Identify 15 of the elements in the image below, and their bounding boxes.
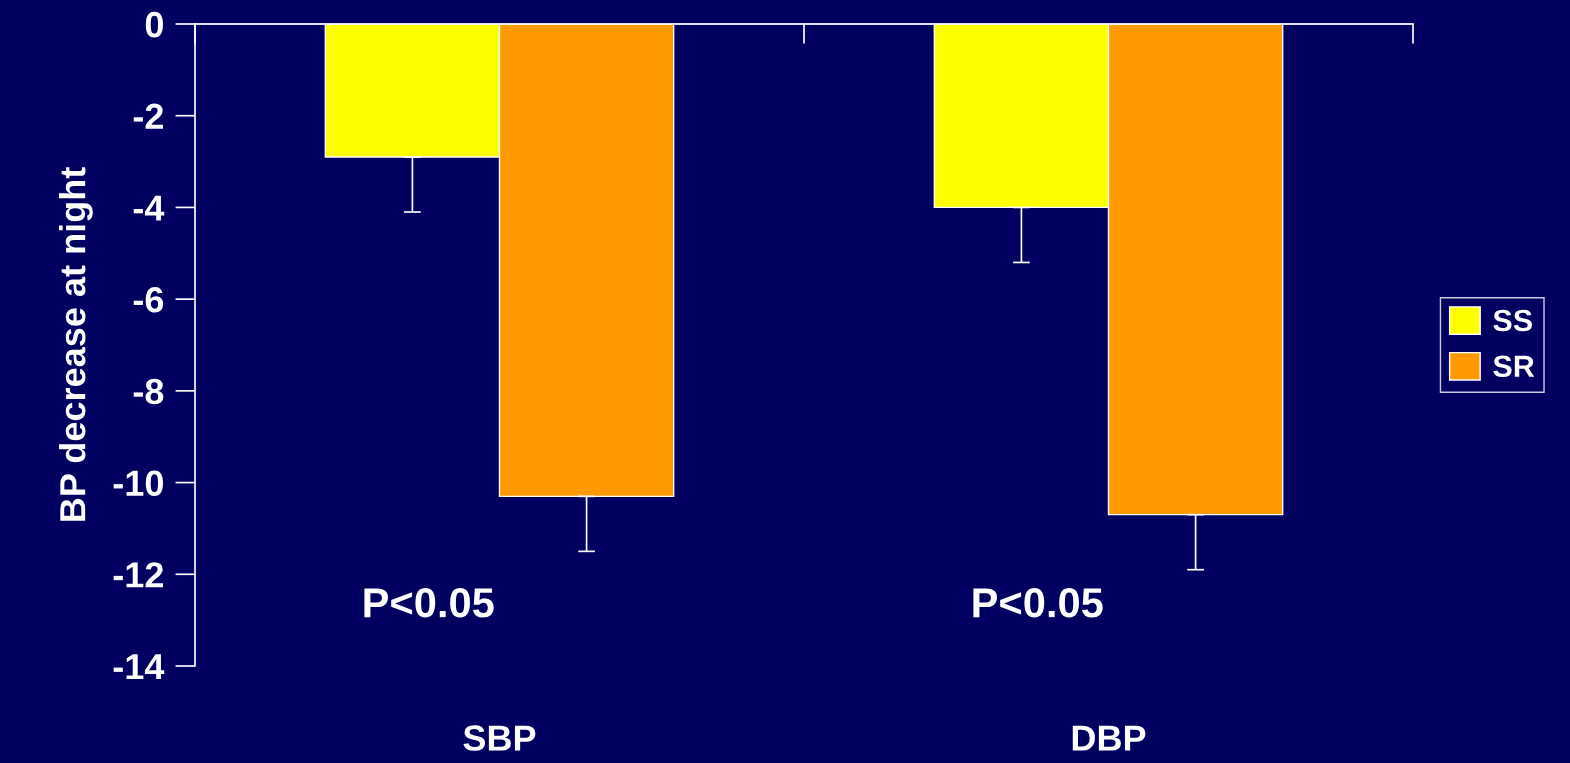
y-tick-label: -4: [133, 195, 165, 221]
x-tick-label: SBP: [463, 725, 536, 751]
y-tick-label: 0: [145, 11, 163, 38]
annotation: P<0.05: [364, 588, 494, 618]
legend-label: SS: [1493, 309, 1532, 332]
y-tick-label: -12: [113, 562, 163, 588]
annotation: P<0.05: [973, 588, 1103, 618]
y-tick-label: -2: [133, 103, 163, 129]
y-tick-label: -8: [133, 378, 164, 405]
x-tick-label: DBP: [1072, 725, 1146, 751]
y-tick-label: -6: [133, 287, 164, 313]
legend-label: SR: [1493, 355, 1535, 378]
y-tick-label: -14: [113, 654, 165, 680]
y-tick-label: -10: [113, 470, 163, 497]
y-axis-title: BP decrease at night: [58, 167, 93, 521]
